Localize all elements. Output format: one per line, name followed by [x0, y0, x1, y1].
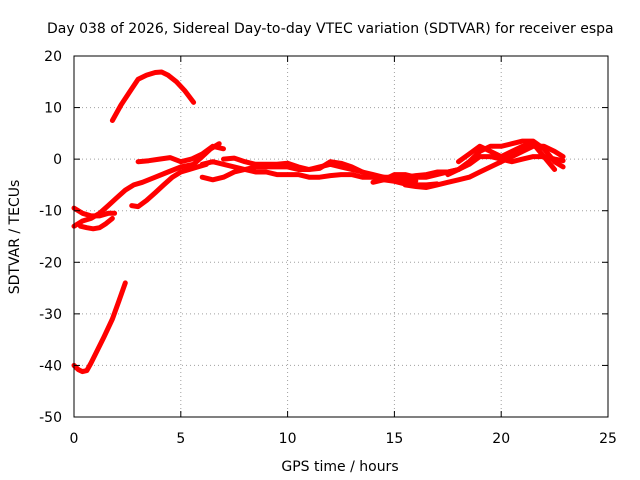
y-axis-label: SDTVAR / TECUs: [7, 180, 23, 295]
axis-ticks: 0 5 10 15 20 25 -50 -40 -30 -20 -10 0 10 20: [39, 49, 617, 447]
x-tick-label: 0: [70, 431, 79, 447]
chart-title: Day 038 of 2026, Sidereal Day-to-day VTE…: [47, 21, 614, 37]
y-tick-label: 20: [44, 49, 62, 65]
series-arc-m: [445, 138, 566, 178]
series-arc-e: [77, 215, 115, 232]
series-arc-a: [109, 69, 197, 123]
y-tick-label: -50: [39, 410, 62, 426]
x-tick-label: 20: [492, 431, 510, 447]
series-arc-f: [129, 161, 209, 210]
series-arc-j: [221, 155, 440, 188]
plot-frame: [73, 55, 609, 418]
x-tick-label: 25: [599, 431, 617, 447]
y-tick-label: 0: [53, 152, 62, 168]
y-tick-label: -30: [39, 307, 62, 323]
series-arc-b: [71, 280, 128, 375]
y-tick-label: 10: [44, 101, 62, 117]
y-tick-label: -40: [39, 358, 62, 374]
data-series: [71, 69, 566, 375]
x-tick-label: 5: [176, 431, 185, 447]
x-axis-label: GPS time / hours: [281, 459, 398, 475]
series-arc-d: [71, 205, 118, 219]
grid: [74, 56, 608, 417]
series-arc-n: [456, 141, 558, 172]
x-tick-label: 15: [385, 431, 403, 447]
x-tick-label: 10: [279, 431, 297, 447]
y-tick-label: -10: [39, 204, 62, 220]
y-tick-label: -20: [39, 255, 62, 271]
series-arc-g: [135, 143, 226, 165]
